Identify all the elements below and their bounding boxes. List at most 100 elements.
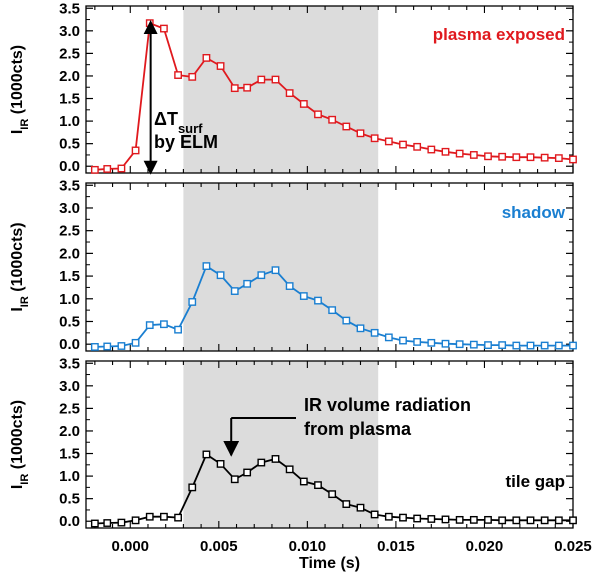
panel-2-data-point [370, 328, 379, 337]
panel-2-data-point [188, 298, 197, 306]
panel-2-data-point [216, 271, 225, 280]
panel-3-data-point [540, 516, 549, 525]
panel-2-data-point [174, 325, 182, 334]
panel-1-data-point [526, 153, 535, 162]
panel-1-data-point [299, 100, 308, 108]
panel-2-data-point [498, 341, 507, 349]
panel-2-data-point [441, 339, 450, 348]
panel-3-data-point [554, 516, 563, 525]
panel-2-data-point [427, 338, 436, 347]
panel-1-data-point [384, 137, 393, 146]
panel-3-ytick-label: 2.0 [59, 423, 80, 440]
panel-1-ylabel: IIR (1000cts) [9, 45, 31, 134]
panel-1-data-point [484, 152, 492, 161]
panel-3-shaded-region [183, 361, 379, 528]
panel-3-data-point [202, 450, 211, 459]
panel-3-data-point [384, 512, 393, 521]
panel-3-data-point [285, 465, 294, 474]
panel-1-ytick-label: 3.5 [59, 0, 80, 17]
panel-1-data-point [271, 75, 280, 84]
x-axis-label: Time (s) [299, 555, 360, 572]
panel-3-data-point [103, 519, 112, 527]
panel-2-ytick-label: 3.5 [59, 177, 80, 194]
panel-2-data-point [512, 341, 521, 350]
panel-2-data-point [413, 338, 422, 346]
panel-2-data-point [145, 321, 154, 330]
panel-2-data-point [257, 271, 266, 280]
panel-1-data-point [413, 142, 422, 151]
panel-2-data-point [484, 341, 492, 349]
panel-1-data-point [569, 155, 577, 164]
panel-2-data-point [160, 320, 168, 329]
panel-3-data-point [314, 481, 322, 490]
panel-1-data-point [469, 151, 478, 159]
panel-2-data-point [356, 324, 365, 333]
panel-3-data-point [117, 518, 126, 527]
panel-1-ytick-label: 1.0 [59, 113, 80, 130]
panel-1-ytick-label: 0.5 [59, 136, 80, 153]
panel-2-data-point [299, 292, 308, 300]
panel-3-ytick-label: 0.5 [59, 491, 80, 508]
panel-1-data-point [512, 153, 521, 162]
panel-2-data-point [243, 279, 252, 288]
ir-annotation-line2: from plasma [304, 419, 412, 439]
panel-2-data-point [384, 333, 393, 342]
panel-1-ytick-label: 0.0 [59, 158, 80, 175]
panel-2-data-point [399, 336, 407, 345]
panel-1-shaded-region [183, 6, 379, 173]
xtick-label: 0.020 [466, 538, 504, 555]
panel-3-data-point [469, 515, 478, 524]
panel-1-data-point [145, 19, 154, 28]
panel-3-series-label: tile gap [505, 472, 565, 491]
panel-2-data-point [103, 342, 112, 351]
panel-1-data-point [131, 146, 140, 155]
panel-2-data-point [271, 266, 280, 275]
panel-1-data-point [117, 164, 126, 173]
panel-1-data-point [243, 83, 252, 92]
panel-3-data-point [441, 515, 450, 524]
elm-annotation-line2: by ELM [154, 132, 218, 152]
panel-1-data-point [285, 89, 294, 98]
panel-2-ylabel: IIR (1000cts) [9, 222, 31, 311]
panel-3-data-point [243, 468, 252, 477]
panel-2-ytick-label: 1.5 [59, 268, 80, 285]
panel-3-data-point [188, 483, 197, 492]
panel-1-data-point [342, 122, 351, 131]
panel-3-data-point [498, 516, 507, 525]
panel-2-ytick-label: 2.5 [59, 223, 80, 240]
panel-2-data-point [328, 306, 337, 315]
xtick-label: 0.000 [111, 538, 149, 555]
panel-2-ytick-label: 0.0 [59, 336, 80, 353]
panel-2-data-point [230, 287, 239, 295]
panel-1-series-label: plasma exposed [433, 25, 565, 44]
panel-3-ytick-label: 0.0 [59, 513, 80, 530]
panel-2-data-point [455, 340, 464, 349]
panel-1-ytick-label: 2.5 [59, 45, 80, 62]
panel-3-data-point [370, 510, 379, 519]
ir-annotation-line1: IR volume radiation [304, 395, 471, 415]
xtick-label: 0.015 [377, 538, 415, 555]
panel-3-ytick-label: 1.0 [59, 468, 80, 485]
panel-3-data-point [342, 500, 351, 508]
xtick-label: 0.025 [554, 538, 592, 555]
panel-2-data-point [554, 341, 563, 350]
panel-3-data-point [131, 516, 140, 525]
panel-3-data-point [299, 477, 308, 486]
panel-3-data-point [413, 514, 422, 523]
panel-3-data-point [455, 515, 464, 524]
panel-3-data-point [328, 490, 337, 499]
panel-3-data-point [160, 512, 168, 521]
panel-3-data-point [174, 513, 182, 522]
panel-2-data-point [117, 342, 126, 350]
panel-2-data-point [342, 316, 351, 325]
panel-2-ytick-label: 0.5 [59, 313, 80, 330]
panel-2-ytick-label: 2.0 [59, 245, 80, 262]
xtick-label: 0.010 [289, 538, 327, 555]
xtick-label: 0.005 [200, 538, 238, 555]
panel-1-data-point [554, 154, 563, 163]
panel-1-data-point [314, 110, 322, 119]
panel-1-data-point [257, 75, 266, 84]
panel-3-data-point [356, 503, 365, 512]
panel-3-ytick-label: 1.5 [59, 446, 80, 463]
panel-1-data-point [427, 145, 436, 154]
